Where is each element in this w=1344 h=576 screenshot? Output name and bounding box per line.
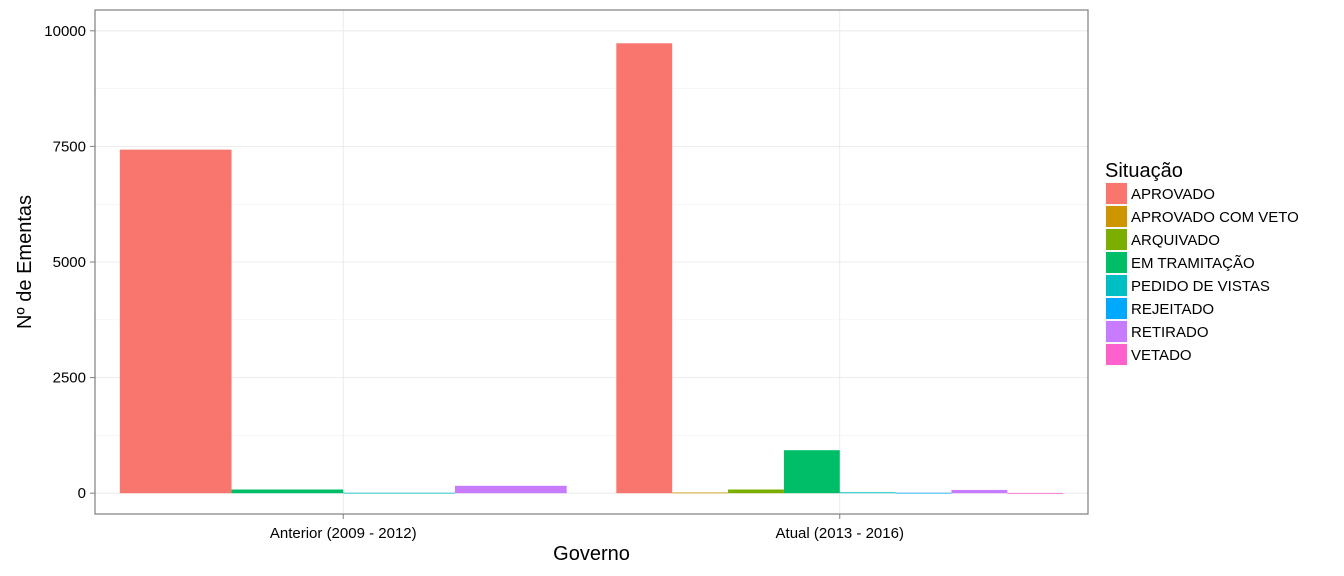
minor-gridlines <box>95 88 1088 436</box>
bar-em-tramita-o-1 <box>783 450 840 494</box>
legend-items: APROVADO APROVADO COM VETO ARQUIVADO EM TRA… <box>1104 181 1299 367</box>
legend-swatch <box>1106 206 1127 227</box>
legend-title: Situação <box>1105 160 1183 182</box>
y-tick-label: 0 <box>78 485 86 502</box>
bar-retirado-0 <box>454 485 567 494</box>
bar-em-tramita-o-0 <box>231 489 344 494</box>
bar-aprovado-0 <box>119 149 232 494</box>
y-tick-label: 2500 <box>53 370 86 387</box>
legend-label: RETIRADO <box>1131 324 1209 341</box>
y-tick-label: 7500 <box>53 138 86 155</box>
legend-swatch <box>1106 275 1127 296</box>
x-axis: Anterior (2009 - 2012) Atual (2013 - 2016… <box>270 514 904 542</box>
bar-retirado-1 <box>951 489 1008 494</box>
x-tick-label: Anterior (2009 - 2012) <box>270 525 417 542</box>
legend-swatch <box>1106 321 1127 342</box>
y-axis: 0 2500 5000 7500 10000 <box>44 23 95 502</box>
legend-label: PEDIDO DE VISTAS <box>1131 278 1270 295</box>
major-gridlines <box>95 10 1088 514</box>
y-tick-label: 10000 <box>44 23 86 40</box>
legend-label: REJEITADO <box>1131 301 1214 318</box>
legend: Situação APROVADO APROVADO COM VETO ARQUIV… <box>1104 160 1299 367</box>
bar-rejeitado-1 <box>895 492 952 494</box>
bar-vetado-1 <box>1007 492 1064 494</box>
legend-swatch <box>1106 298 1127 319</box>
legend-label: EM TRAMITAÇÃO <box>1131 255 1255 272</box>
bar-arquivado-1 <box>728 489 784 494</box>
x-axis-title: Governo <box>553 543 630 565</box>
y-axis-title: Nº de Ementas <box>14 195 36 329</box>
bar-pedido-de-vistas-0 <box>343 492 455 494</box>
bars-group <box>119 43 1064 494</box>
bar-pedido-de-vistas-1 <box>839 492 896 494</box>
bar-aprovado-com-veto-1 <box>672 492 729 494</box>
x-tick-label: Atual (2013 - 2016) <box>776 525 904 542</box>
legend-swatch <box>1106 344 1127 365</box>
legend-swatch <box>1106 252 1127 273</box>
legend-swatch <box>1106 229 1127 250</box>
legend-label: ARQUIVADO <box>1131 232 1220 249</box>
y-tick-label: 5000 <box>53 254 86 271</box>
legend-label: APROVADO <box>1131 186 1215 203</box>
legend-label: APROVADO COM VETO <box>1131 209 1299 226</box>
legend-label: VETADO <box>1131 347 1192 364</box>
legend-swatch <box>1106 183 1127 204</box>
bar-aprovado-1 <box>616 43 673 494</box>
